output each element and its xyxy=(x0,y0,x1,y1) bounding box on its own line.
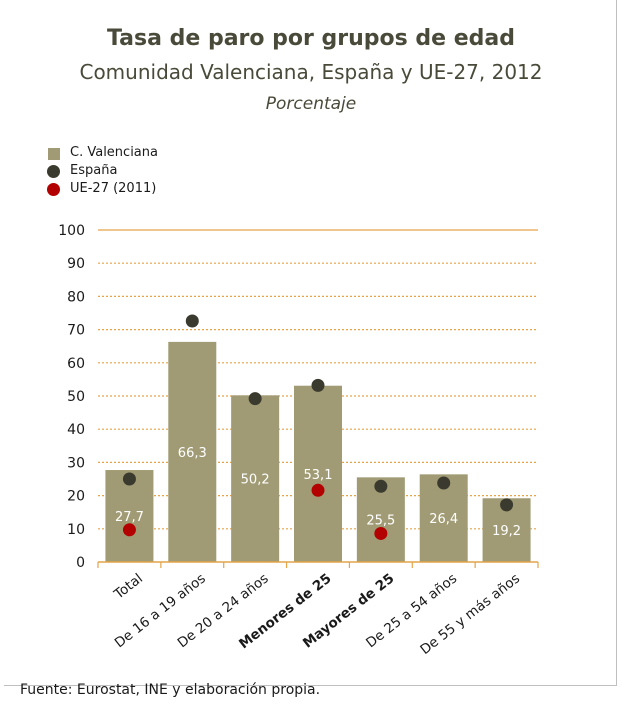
bar xyxy=(294,385,342,562)
bar xyxy=(231,395,280,562)
legend-item-ue27: UE-27 (2011) xyxy=(44,180,158,198)
y-tick-label: 30 xyxy=(67,455,85,471)
data-label: 25,5 xyxy=(366,514,395,529)
data-label: 27,7 xyxy=(115,510,144,525)
ue27-point xyxy=(122,523,136,537)
legend-item-c-valenciana: C. Valenciana xyxy=(44,144,158,162)
y-tick-label: 60 xyxy=(67,356,85,372)
x-tick-label: Total xyxy=(110,571,145,604)
legend-label: C. Valenciana xyxy=(70,145,158,160)
y-tick-label: 80 xyxy=(67,289,85,305)
y-tick-label: 20 xyxy=(67,489,85,505)
y-tick-label: 90 xyxy=(67,256,85,272)
espana-point xyxy=(248,392,262,406)
y-tick-label: 0 xyxy=(76,555,85,571)
legend-swatch-espana-dot xyxy=(47,165,60,178)
data-label: 66,3 xyxy=(178,446,207,461)
legend-swatch-ue-dot xyxy=(47,183,60,196)
ue27-point xyxy=(374,526,388,540)
legend-label: UE-27 (2011) xyxy=(70,181,157,196)
espana-point xyxy=(374,479,388,493)
ue27-point xyxy=(311,483,325,497)
y-tick-label: 100 xyxy=(58,223,85,239)
y-tick-label: 70 xyxy=(67,323,85,339)
bar-chart: 0 10 20 30 40 50 60 70 80 90 100 27,7 66,3 50,2 53,1 25… xyxy=(58,223,539,658)
espana-point xyxy=(185,314,199,328)
bar xyxy=(168,341,217,562)
data-label: 50,2 xyxy=(241,473,270,488)
espana-point xyxy=(437,476,451,490)
data-label: 53,1 xyxy=(304,468,333,483)
legend-label: España xyxy=(70,163,118,178)
chart-title: Tasa de paro por grupos de edad xyxy=(107,26,515,51)
espana-point xyxy=(311,378,325,392)
data-label: 26,4 xyxy=(429,512,458,527)
y-tick-label: 50 xyxy=(67,389,85,405)
data-label: 19,2 xyxy=(492,524,521,539)
legend-swatch-bar xyxy=(48,148,60,160)
legend-item-espana: España xyxy=(44,162,158,180)
y-tick-label: 40 xyxy=(67,422,85,438)
espana-point xyxy=(500,498,514,512)
espana-point xyxy=(122,472,136,486)
chart-units: Porcentaje xyxy=(265,94,357,114)
y-tick-label: 10 xyxy=(67,522,85,538)
legend: C. Valenciana España UE-27 (2011) xyxy=(44,144,158,198)
chart-frame xyxy=(4,0,617,686)
source-note: Fuente: Eurostat, INE y elaboración prop… xyxy=(20,682,321,698)
chart-subtitle: Comunidad Valenciana, España y UE-27, 20… xyxy=(79,60,543,84)
